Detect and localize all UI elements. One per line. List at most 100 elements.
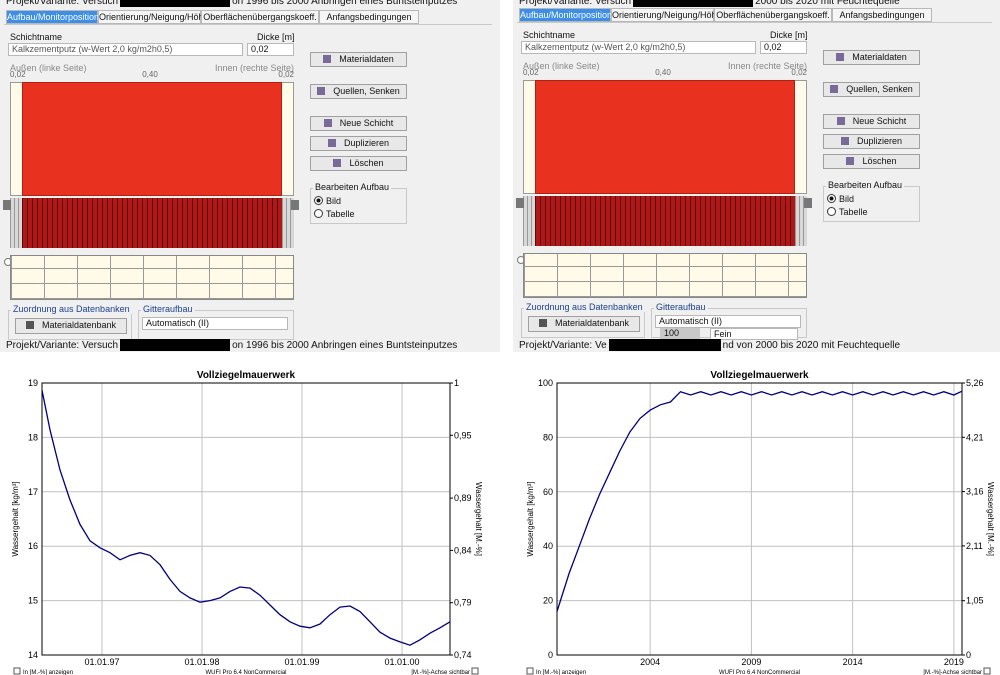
- inside-label: Innen (rechte Seite): [214, 63, 294, 73]
- project-prefix: Projekt/Variante: Versuch: [519, 0, 632, 7]
- button-icon: [538, 319, 547, 327]
- grid-group-title: Gitteraufbau: [141, 304, 195, 314]
- checkbox[interactable]: [983, 667, 991, 675]
- radio-option[interactable]: Bild: [314, 195, 341, 206]
- monitor-table: [10, 255, 294, 300]
- layer-block: [535, 80, 795, 194]
- radio-option[interactable]: Tabelle: [827, 206, 868, 217]
- project-line: Projekt/Variante: Ve nd von 2000 bis 2020…: [519, 339, 900, 351]
- button[interactable]: Löschen: [310, 156, 407, 171]
- project-suffix: on 1996 bis 2000 Anbringen eines Buntste…: [232, 339, 458, 351]
- button[interactable]: Quellen, Senken: [310, 84, 407, 99]
- layer-name-label: Schichtname: [10, 32, 63, 42]
- button-icon: [840, 137, 849, 145]
- x-tick-label: 2009: [741, 657, 761, 667]
- button[interactable]: Materialdatenbank: [528, 316, 640, 332]
- y2-tick-label: 5,26: [966, 378, 984, 388]
- grid-select[interactable]: Automatisch (II): [142, 317, 288, 330]
- grid-select[interactable]: Automatisch (II): [655, 315, 801, 328]
- mesh-block: [535, 196, 795, 246]
- tab-bar-line: [517, 22, 992, 23]
- x-tick-label: 01.01.99: [284, 657, 319, 667]
- thickness-input[interactable]: 0,02: [247, 43, 294, 56]
- redaction: [608, 339, 721, 351]
- button-icon: [830, 85, 839, 93]
- y2-tick-label: 0,89: [454, 493, 472, 503]
- checkbox[interactable]: [13, 667, 21, 675]
- chart-title: Vollziegelmauerwerk: [197, 370, 296, 381]
- footer-text: [M.-%]-Achse sichtbar: [923, 670, 982, 675]
- button-label: Materialdatenbank: [41, 320, 117, 330]
- checkbox[interactable]: [471, 667, 479, 675]
- y-tick-label: 100: [538, 378, 553, 388]
- x-tick-label: 2004: [640, 657, 660, 667]
- button[interactable]: Duplizieren: [823, 134, 920, 149]
- tab[interactable]: Oberflächenübergangskoeff.: [714, 8, 832, 22]
- y-tick-label: 17: [28, 487, 38, 497]
- y-tick-label: 60: [543, 487, 553, 497]
- mesh-handle: [291, 200, 299, 210]
- y-tick-label: 20: [543, 596, 553, 606]
- footer-text: WUFI Pro 6.4 NonCommercial: [205, 670, 286, 675]
- y-tick-label: 80: [543, 432, 553, 442]
- layer-name-input[interactable]: Kalkzementputz (w-Wert 2,0 kg/m2h0,5): [521, 41, 756, 54]
- y-tick-label: 16: [28, 541, 38, 551]
- button[interactable]: Materialdatenbank: [15, 318, 127, 334]
- button-label: Quellen, Senken: [846, 84, 913, 94]
- button-icon: [323, 55, 332, 63]
- button[interactable]: Quellen, Senken: [823, 82, 920, 97]
- button[interactable]: Materialdaten: [310, 52, 407, 67]
- button-icon: [25, 321, 34, 329]
- radio-label: Bild: [326, 195, 342, 206]
- layer-name-input[interactable]: Kalkzementputz (w-Wert 2,0 kg/m2h0,5): [8, 43, 243, 56]
- tab[interactable]: Orientierung/Neigung/Höhe: [98, 10, 209, 24]
- radio: [827, 207, 836, 216]
- footer-text: In [M.-%] anzeigen: [23, 670, 73, 675]
- footer-text: [M.-%]-Achse sichtbar: [411, 670, 470, 675]
- project-line: Projekt/Variante: Versuch 2000 bis 2020 m…: [519, 0, 900, 7]
- project-prefix: Projekt/Variante: Versuch: [6, 339, 119, 351]
- y2-axis-label: Wassergehalt [M.-%]: [474, 482, 483, 556]
- y-tick-label: 0: [548, 650, 553, 660]
- button[interactable]: Neue Schicht: [823, 114, 920, 129]
- project-line: Projekt/Variante: Versuch on 1996 bis 200…: [6, 0, 457, 7]
- button-icon: [836, 53, 845, 61]
- mesh-handle: [3, 200, 11, 210]
- button-icon: [836, 117, 845, 125]
- tab[interactable]: Aufbau/Monitorpositionen: [519, 8, 623, 22]
- project-suffix: 2000 bis 2020 mit Feuchtequelle: [755, 0, 900, 7]
- redaction: [120, 0, 231, 7]
- y-axis-label: Wassergehalt [kg/m³]: [11, 481, 20, 556]
- thickness-label: Dicke [m]: [257, 32, 295, 42]
- edit-group-title: Bearbeiten Aufbau: [826, 180, 905, 190]
- fine-select[interactable]: Fein: [710, 328, 798, 340]
- footer-text: In [M.-%] anzeigen: [536, 670, 586, 675]
- radio-option[interactable]: Tabelle: [314, 208, 355, 219]
- radio-label: Tabelle: [326, 208, 355, 219]
- thickness-input[interactable]: 0,02: [760, 41, 807, 54]
- button[interactable]: Neue Schicht: [310, 116, 407, 131]
- project-prefix: Projekt/Variante: Versuch: [6, 0, 119, 7]
- checkbox[interactable]: [526, 667, 534, 675]
- inside-label: Innen (rechte Seite): [727, 61, 807, 71]
- tab[interactable]: Orientierung/Neigung/Höhe: [611, 8, 722, 22]
- x-tick-label: 01.01.00: [384, 657, 419, 667]
- y2-tick-label: 4,21: [966, 432, 984, 442]
- y-tick-label: 18: [28, 432, 38, 442]
- tab[interactable]: Anfangsbedingungen: [319, 10, 419, 24]
- y2-tick-label: 0: [966, 650, 971, 660]
- button-label: Löschen: [349, 158, 384, 168]
- tab[interactable]: Aufbau/Monitorpositionen: [6, 10, 110, 24]
- project-line: Projekt/Variante: Versuch on 1996 bis 200…: [6, 339, 457, 351]
- radio: [314, 196, 323, 205]
- button[interactable]: Materialdaten: [823, 50, 920, 65]
- button-icon: [327, 139, 336, 147]
- radio-option[interactable]: Bild: [827, 193, 854, 204]
- button[interactable]: Duplizieren: [310, 136, 407, 151]
- y2-axis-label: Wassergehalt [M.-%]: [986, 482, 995, 556]
- tab[interactable]: Anfangsbedingungen: [832, 8, 932, 22]
- button[interactable]: Löschen: [823, 154, 920, 169]
- tab[interactable]: Oberflächenübergangskoeff.: [201, 10, 319, 24]
- plot-frame: [556, 382, 963, 656]
